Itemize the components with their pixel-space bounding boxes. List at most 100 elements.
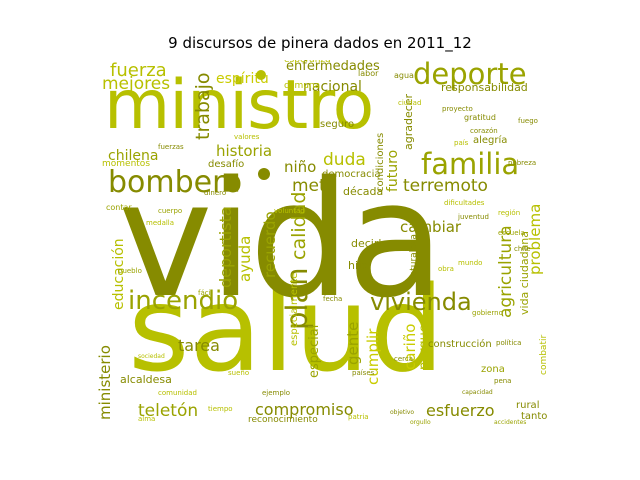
word-agua: agua — [394, 71, 414, 80]
word-especialmente: especialmente — [289, 272, 300, 346]
word-tarea: tarea — [178, 336, 220, 355]
word-patria: patria — [348, 413, 369, 421]
word-labor: labor — [358, 69, 379, 78]
word-gente: gente — [344, 321, 362, 365]
word-dinero: dinero — [204, 189, 227, 197]
word-pais: país — [454, 139, 469, 147]
word-compromiso: compromiso — [255, 400, 354, 419]
word-decada: década — [343, 185, 384, 198]
word-condiciones: condiciones — [375, 132, 386, 192]
word-alegria: alegría — [473, 135, 508, 146]
word-familia: familia — [421, 147, 520, 181]
word-nino: niño — [284, 158, 317, 176]
word-proyecto: proyecto — [442, 105, 473, 113]
word-espiritu: espíritu — [216, 71, 269, 87]
word-teleton: teletón — [138, 401, 199, 421]
word-incendio: incendio — [128, 286, 239, 316]
word-ministro: ministro — [104, 66, 374, 145]
word-gratitud: gratitud — [464, 113, 496, 122]
word-pueblo: pueblo — [118, 267, 142, 275]
word-dificultades: dificultades — [444, 199, 485, 207]
word-carino: cariño — [401, 323, 419, 370]
word-ejemplo: ejemplo — [262, 389, 291, 397]
word-construccion: construcción — [428, 339, 492, 350]
word-reconocimiento: reconocimiento — [248, 415, 318, 425]
word-momentos: momentos — [102, 159, 151, 169]
chart-title: 9 discursos de pinera dados en 2011_12 — [168, 34, 472, 52]
word-esperanza: esperanza — [284, 60, 331, 65]
word-esfuerzo: esfuerzo — [426, 401, 495, 420]
word-decirle: decirle — [351, 237, 389, 250]
word-politica: política — [496, 339, 522, 347]
word-combatir: combatir — [539, 334, 549, 375]
word-bombero: bombero — [108, 165, 243, 200]
word-paises: países — [352, 369, 375, 377]
word-recuerdo: recuerdo — [261, 211, 279, 278]
word-medalla: medalla — [146, 219, 175, 227]
word-accidentes: accidentes — [494, 419, 527, 426]
word-cambiar: cambiar — [400, 218, 462, 236]
word-seguro: seguro — [320, 119, 355, 130]
word-vida: vida — [118, 146, 445, 333]
word-democracia: democracia — [322, 169, 381, 180]
word-objetivo: objetivo — [390, 409, 415, 416]
word-region: región — [498, 209, 521, 217]
word-fuego: fuego — [518, 117, 538, 125]
word-mundo: mundo — [458, 259, 483, 267]
word-hijo: hijo — [348, 259, 368, 272]
word-especial: especial — [307, 324, 322, 378]
word-deporte: deporte — [413, 60, 527, 91]
word-fecha: fecha — [323, 295, 343, 303]
word-ciudad: ciudad — [398, 99, 422, 107]
word-orgullo: orgullo — [410, 419, 431, 426]
word-salud: salud — [128, 260, 445, 398]
word-pobreza: pobreza — [508, 159, 537, 167]
word-deportista: deportista — [216, 206, 235, 288]
word-tanto: tanto — [521, 411, 548, 422]
word-rural: rural — [516, 400, 540, 411]
word-facil: fácil — [198, 289, 213, 297]
word-nacional: nacional — [303, 79, 362, 95]
word-comunidad: comunidad — [158, 389, 197, 397]
word-desafio: desafío — [208, 159, 245, 170]
word-futuro: futuro — [385, 149, 401, 192]
word-zona: zona — [481, 364, 505, 375]
word-mejores: mejores — [102, 74, 171, 94]
word-fuerza: fuerza — [110, 60, 167, 81]
word-duda: duda — [323, 150, 366, 170]
word-sueno: sueño — [228, 369, 250, 377]
word-voluntad: voluntad — [274, 207, 305, 215]
word-contar: contar — [106, 203, 132, 212]
bullet-dot — [258, 168, 270, 180]
word-naturaleza: naturaleza — [409, 234, 419, 282]
word-responsabilidad: responsabilidad — [441, 81, 528, 94]
word-chilena: chilena — [108, 148, 159, 164]
word-tiempo: tiempo — [208, 405, 233, 413]
word-alma: alma — [138, 415, 156, 423]
word-ministerio: ministerio — [98, 345, 114, 420]
word-agricultura: agricultura — [496, 225, 516, 318]
word-cerca: cerca — [394, 355, 414, 363]
word-cloud: salud vida ministro bombero deporte fami… — [98, 60, 553, 426]
word-vida-ciudadana: vida ciudadana — [518, 230, 531, 315]
word-historia: historia — [216, 142, 273, 160]
word-sociedad: sociedad — [138, 353, 165, 360]
word-gobierno: gobierno — [472, 309, 503, 317]
word-ayuda: ayuda — [236, 235, 254, 282]
word-obra: obra — [438, 265, 454, 273]
word-pena: pena — [494, 377, 512, 385]
word-juventud: juventud — [458, 213, 489, 221]
word-meta: meta — [292, 176, 337, 196]
word-valores: valores — [234, 133, 260, 141]
word-trabajo: trabajo — [192, 72, 214, 140]
word-escuela: escuela — [498, 229, 525, 237]
word-terremoto: terremoto — [403, 176, 488, 196]
word-chile: chile — [514, 245, 531, 253]
word-capacidad: capacidad — [462, 389, 493, 396]
word-alcaldesa: alcaldesa — [120, 373, 172, 386]
word-comuna: comuna — [284, 81, 321, 91]
word-vivienda: vivienda — [370, 288, 472, 316]
word-enfermedades: enfermedades — [286, 60, 380, 74]
bullet-dot — [256, 70, 266, 80]
word-calidad: calidad — [288, 191, 310, 260]
